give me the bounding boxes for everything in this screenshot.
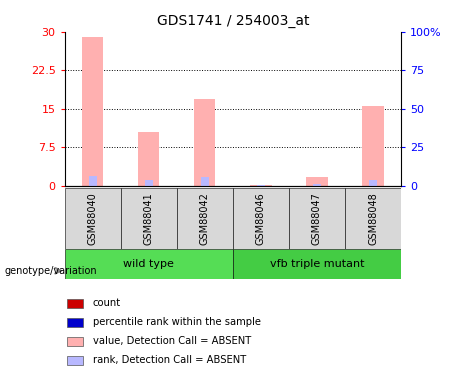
Text: rank, Detection Call = ABSENT: rank, Detection Call = ABSENT bbox=[93, 356, 246, 365]
Bar bbox=[89, 176, 96, 186]
Bar bbox=[313, 184, 321, 186]
Bar bbox=[67, 299, 83, 308]
Bar bbox=[362, 106, 384, 186]
FancyBboxPatch shape bbox=[289, 188, 345, 249]
Text: GSM88046: GSM88046 bbox=[256, 192, 266, 245]
FancyBboxPatch shape bbox=[121, 188, 177, 249]
Title: GDS1741 / 254003_at: GDS1741 / 254003_at bbox=[157, 14, 309, 28]
Bar bbox=[145, 180, 153, 186]
Text: genotype/variation: genotype/variation bbox=[5, 266, 97, 276]
Bar bbox=[194, 99, 215, 186]
Text: GSM88040: GSM88040 bbox=[88, 192, 98, 245]
Bar bbox=[82, 37, 103, 186]
Text: GSM88047: GSM88047 bbox=[312, 192, 322, 245]
Text: value, Detection Call = ABSENT: value, Detection Call = ABSENT bbox=[93, 336, 251, 346]
Text: wild type: wild type bbox=[123, 260, 174, 269]
Bar bbox=[67, 356, 83, 364]
FancyBboxPatch shape bbox=[233, 249, 401, 279]
Bar bbox=[250, 185, 272, 186]
Text: vfb triple mutant: vfb triple mutant bbox=[270, 260, 364, 269]
Bar bbox=[306, 177, 328, 186]
Text: GSM88042: GSM88042 bbox=[200, 192, 210, 245]
FancyBboxPatch shape bbox=[177, 188, 233, 249]
Text: GSM88041: GSM88041 bbox=[144, 192, 154, 245]
FancyBboxPatch shape bbox=[65, 188, 121, 249]
FancyBboxPatch shape bbox=[345, 188, 401, 249]
Text: GSM88048: GSM88048 bbox=[368, 192, 378, 245]
Bar bbox=[369, 180, 377, 186]
Bar bbox=[67, 318, 83, 327]
Text: percentile rank within the sample: percentile rank within the sample bbox=[93, 317, 261, 327]
FancyBboxPatch shape bbox=[65, 249, 233, 279]
Bar bbox=[201, 177, 209, 186]
Text: count: count bbox=[93, 298, 121, 308]
FancyBboxPatch shape bbox=[233, 188, 289, 249]
Bar bbox=[138, 132, 160, 186]
Bar bbox=[67, 337, 83, 346]
